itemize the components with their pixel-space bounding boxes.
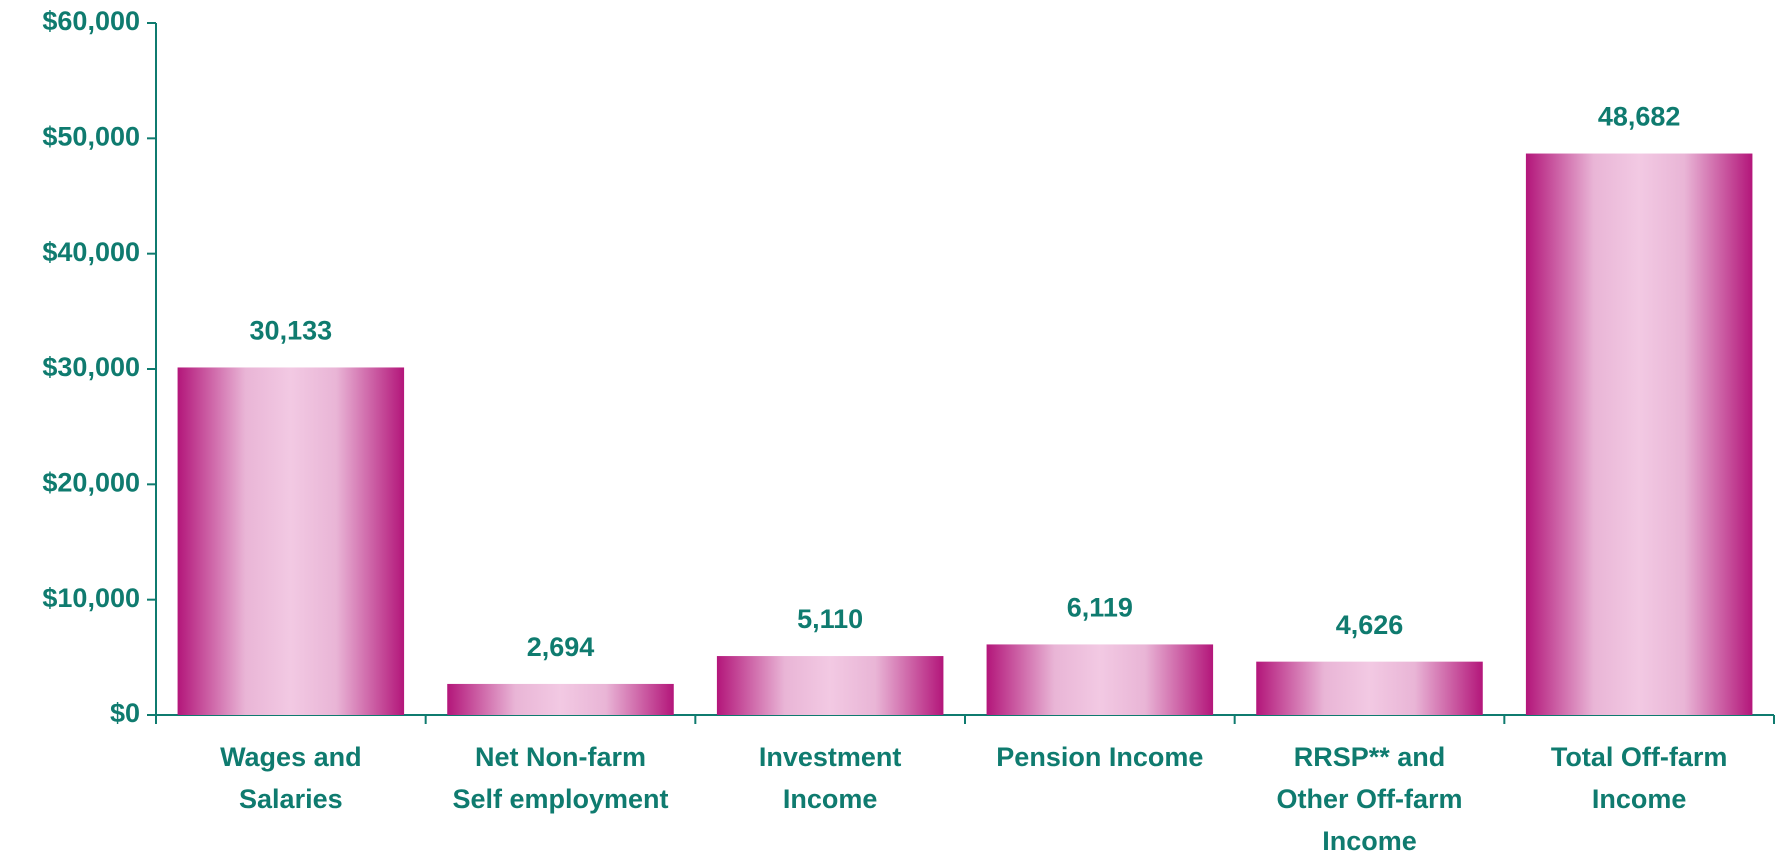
x-tick-label: Pension Income [996,742,1204,772]
bar [716,656,944,715]
value-label: 5,110 [797,604,863,634]
bar [447,683,674,715]
x-tick-label: Investment Income [758,742,902,814]
x-tick-label: Total Off-farm Income [1550,742,1728,814]
y-tick-label: $0 [110,698,140,728]
value-label: 6,119 [1067,593,1133,623]
bar [1256,661,1483,715]
x-tick-label: Net Non-farm Self employment [452,742,669,814]
y-tick-label: $40,000 [42,237,140,267]
y-tick-label: $20,000 [42,467,140,497]
y-tick-label: $10,000 [42,583,140,613]
value-label: 48,682 [1598,102,1681,132]
y-tick-label: $60,000 [42,6,140,36]
y-tick-label: $50,000 [42,121,140,151]
value-label: 30,133 [250,316,333,346]
value-label: 2,694 [527,632,595,662]
x-tick-label: Wages and Salaries [220,742,362,814]
bar [177,367,405,715]
x-tick-label: RRSP** and Other Off-farm Income [1276,742,1463,856]
bar [986,644,1214,715]
value-label: 4,626 [1336,610,1404,640]
y-tick-label: $30,000 [42,352,140,382]
bar [1525,153,1753,715]
